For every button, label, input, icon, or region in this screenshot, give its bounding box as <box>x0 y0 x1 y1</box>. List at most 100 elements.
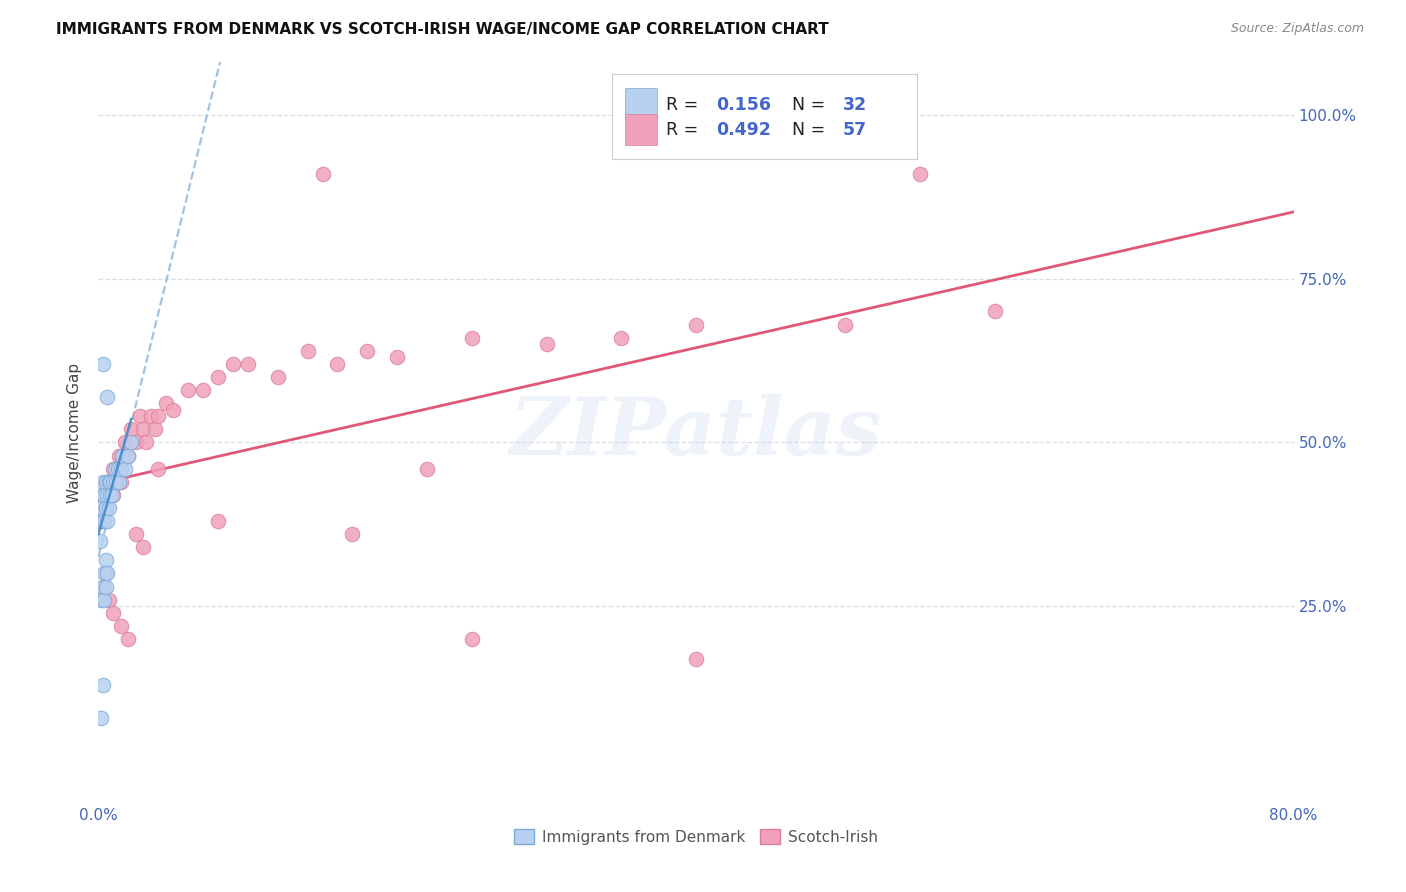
Point <box>111 449 134 463</box>
Point <box>90 592 112 607</box>
Point <box>114 461 136 475</box>
Point <box>89 514 111 528</box>
Point <box>207 370 229 384</box>
Point <box>236 357 259 371</box>
Point <box>132 422 155 436</box>
Point <box>94 553 117 567</box>
Point <box>93 488 115 502</box>
Point <box>98 475 122 489</box>
Point <box>984 304 1007 318</box>
Point <box>108 449 131 463</box>
Point <box>96 566 118 581</box>
Point <box>98 488 122 502</box>
FancyBboxPatch shape <box>626 88 657 120</box>
Point <box>107 461 129 475</box>
Point <box>104 461 127 475</box>
FancyBboxPatch shape <box>613 73 917 159</box>
Text: ZIPatlas: ZIPatlas <box>510 394 882 471</box>
Point <box>90 500 112 515</box>
Text: Source: ZipAtlas.com: Source: ZipAtlas.com <box>1230 22 1364 36</box>
Point <box>267 370 290 384</box>
Point <box>120 422 142 436</box>
Point <box>101 481 124 495</box>
Point <box>536 337 558 351</box>
Point <box>110 619 132 633</box>
Point <box>139 409 162 424</box>
Point <box>89 533 111 548</box>
Point <box>326 357 349 371</box>
Point <box>207 514 229 528</box>
Point <box>110 475 132 489</box>
Point <box>93 488 115 502</box>
Point <box>114 435 136 450</box>
Point <box>143 422 166 436</box>
Point <box>91 475 114 489</box>
Text: IMMIGRANTS FROM DENMARK VS SCOTCH-IRISH WAGE/INCOME GAP CORRELATION CHART: IMMIGRANTS FROM DENMARK VS SCOTCH-IRISH … <box>56 22 830 37</box>
Point <box>96 475 118 489</box>
Text: R =: R = <box>666 120 704 139</box>
Point <box>93 592 115 607</box>
Point <box>93 514 115 528</box>
Point <box>94 580 117 594</box>
Point <box>416 461 439 475</box>
Point <box>297 343 319 358</box>
Point <box>132 541 155 555</box>
Point <box>91 357 114 371</box>
Point <box>110 461 132 475</box>
Point <box>90 711 112 725</box>
Point <box>105 461 128 475</box>
Point <box>91 488 114 502</box>
Point <box>222 357 245 371</box>
Point <box>94 500 117 515</box>
Point <box>135 435 157 450</box>
Point <box>461 330 484 344</box>
Point <box>90 500 112 515</box>
Text: N =: N = <box>792 95 831 113</box>
Point <box>97 500 120 515</box>
Point <box>117 632 139 646</box>
Point <box>129 409 152 424</box>
Point <box>342 527 364 541</box>
Point <box>96 390 118 404</box>
Point <box>105 475 128 489</box>
Point <box>96 488 118 502</box>
Point <box>177 383 200 397</box>
Point <box>94 500 117 515</box>
Point <box>103 475 125 489</box>
Point <box>91 580 114 594</box>
Point <box>97 592 120 607</box>
Point <box>834 318 856 332</box>
Point <box>103 606 125 620</box>
Point <box>111 449 134 463</box>
Point <box>685 651 707 665</box>
Point <box>908 167 931 181</box>
Point <box>148 409 170 424</box>
Point <box>117 449 139 463</box>
Point <box>91 514 114 528</box>
Point <box>103 461 125 475</box>
Point <box>110 461 132 475</box>
Point <box>94 566 117 581</box>
Point <box>97 488 120 502</box>
Point <box>148 461 170 475</box>
Point <box>356 343 378 358</box>
Text: 57: 57 <box>844 120 868 139</box>
FancyBboxPatch shape <box>626 114 657 145</box>
Point <box>101 488 124 502</box>
Point <box>104 475 127 489</box>
Point <box>103 488 125 502</box>
Point <box>385 351 409 365</box>
Point <box>125 435 148 450</box>
Y-axis label: Wage/Income Gap: Wage/Income Gap <box>67 362 83 503</box>
Point <box>117 449 139 463</box>
Point <box>98 475 122 489</box>
Legend: Immigrants from Denmark, Scotch-Irish: Immigrants from Denmark, Scotch-Irish <box>508 822 884 851</box>
Point <box>108 475 131 489</box>
Point <box>461 632 484 646</box>
Text: R =: R = <box>666 95 704 113</box>
Point <box>191 383 214 397</box>
Text: N =: N = <box>792 120 831 139</box>
Point <box>162 402 184 417</box>
Point <box>610 330 633 344</box>
Point <box>311 167 333 181</box>
